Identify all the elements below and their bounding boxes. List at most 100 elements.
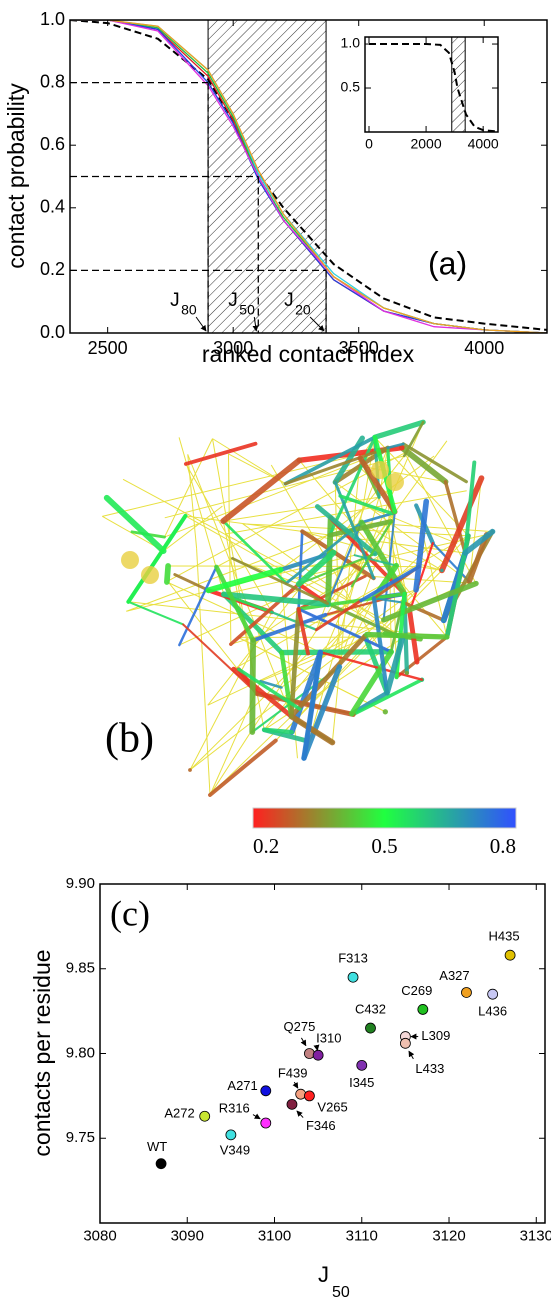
point — [365, 1022, 376, 1034]
curves — [70, 20, 547, 333]
network-edge — [251, 612, 328, 643]
network-edge — [372, 419, 426, 440]
panel-label: (a) — [428, 245, 467, 281]
marker-arrow — [252, 316, 259, 332]
network-edge — [283, 446, 390, 486]
point — [356, 1059, 368, 1071]
network-edge — [296, 607, 310, 656]
colorbar-tick-label: 0.2 — [253, 834, 279, 858]
network-edge — [237, 667, 302, 711]
marker-subscript: 20 — [295, 302, 311, 318]
point-label: F346 — [306, 1118, 336, 1133]
network-edge — [398, 444, 449, 485]
point-label: V265 — [317, 1099, 347, 1114]
network-edge — [359, 564, 421, 603]
point-label: A327 — [439, 968, 469, 983]
curve — [70, 20, 547, 333]
point-label: C269 — [401, 983, 432, 998]
x-tick-label: 4000 — [468, 135, 499, 151]
network-edge — [371, 562, 400, 602]
network-edge — [374, 436, 469, 537]
network-edge — [357, 455, 398, 515]
network-image — [102, 419, 496, 797]
network-edge — [178, 565, 218, 647]
point-label: V349 — [220, 1142, 250, 1157]
label-arrow — [408, 1050, 415, 1060]
curve — [70, 20, 547, 331]
point — [461, 987, 472, 998]
point-label: L433 — [415, 1061, 444, 1076]
network-edge — [185, 463, 273, 613]
network-edge — [289, 606, 301, 719]
x-tick-label: 3090 — [171, 1227, 204, 1244]
x-tick-label: 0 — [365, 135, 373, 151]
point — [487, 988, 499, 1000]
network-edge — [214, 564, 256, 643]
network-edge — [466, 532, 490, 585]
network-edge — [231, 557, 329, 605]
point — [225, 1129, 237, 1141]
atom — [141, 566, 159, 584]
network-edge — [249, 637, 256, 735]
panel-label: (c) — [110, 893, 150, 933]
y-axis-label: contact probability — [3, 83, 29, 269]
network-edge — [408, 542, 434, 613]
network-edge — [288, 633, 368, 719]
marker-subscript: 80 — [181, 302, 197, 318]
network-edge — [371, 596, 390, 695]
atom — [386, 473, 404, 491]
network-edge — [462, 528, 496, 556]
network-edge — [187, 454, 198, 549]
network-edge — [189, 653, 309, 771]
network-edge — [262, 727, 294, 735]
point-label: A271 — [227, 1078, 257, 1093]
point — [295, 1088, 307, 1100]
point-label: F439 — [278, 1066, 308, 1081]
y-tick-label: 0.2 — [40, 259, 65, 279]
network-edge — [281, 589, 417, 688]
label-arrow — [252, 1113, 261, 1120]
y-tick-label: 0.8 — [40, 71, 65, 91]
point — [312, 1049, 324, 1061]
plot-frame — [69, 19, 548, 334]
network-edge — [463, 460, 477, 555]
label-arrow — [300, 1037, 307, 1047]
network-edge — [372, 597, 405, 604]
network-edge — [314, 599, 363, 632]
network-edge — [182, 623, 259, 695]
network-edge — [102, 447, 388, 517]
network-edge — [353, 554, 398, 567]
point-label: L436 — [478, 1004, 507, 1019]
label-arrow — [292, 1081, 299, 1089]
network-edge — [127, 600, 185, 626]
network-edge — [187, 454, 292, 717]
network-edge — [301, 649, 324, 761]
network-edge — [439, 475, 485, 574]
network-edge — [384, 635, 406, 696]
y-tick-label: 9.75 — [66, 1129, 95, 1146]
y-tick-label: 1.0 — [341, 35, 361, 51]
network-edge — [164, 438, 213, 538]
marker-arrow — [309, 316, 325, 332]
network-edge — [167, 452, 405, 582]
marker-label: J — [284, 290, 294, 311]
atom — [371, 461, 389, 479]
point-label: Q275 — [284, 1019, 316, 1034]
y-tick-label: 0.5 — [341, 79, 361, 95]
network-edge — [288, 713, 336, 746]
x-tick-label: 2500 — [88, 338, 128, 358]
shaded-region — [451, 36, 466, 133]
network-edge — [297, 607, 393, 654]
network-edge — [220, 457, 303, 525]
x-tick-label: 3000 — [213, 338, 253, 358]
y-tick-label: 1.0 — [40, 9, 65, 29]
network-edge — [211, 438, 258, 694]
network-edge — [381, 580, 479, 623]
network-edge — [443, 480, 467, 555]
network-edge — [351, 677, 424, 717]
x-axis-label: J — [318, 1262, 329, 1287]
network-edge — [196, 548, 211, 796]
point-label: WT — [147, 1139, 167, 1154]
point-label: H435 — [489, 929, 520, 944]
point — [286, 1098, 298, 1110]
